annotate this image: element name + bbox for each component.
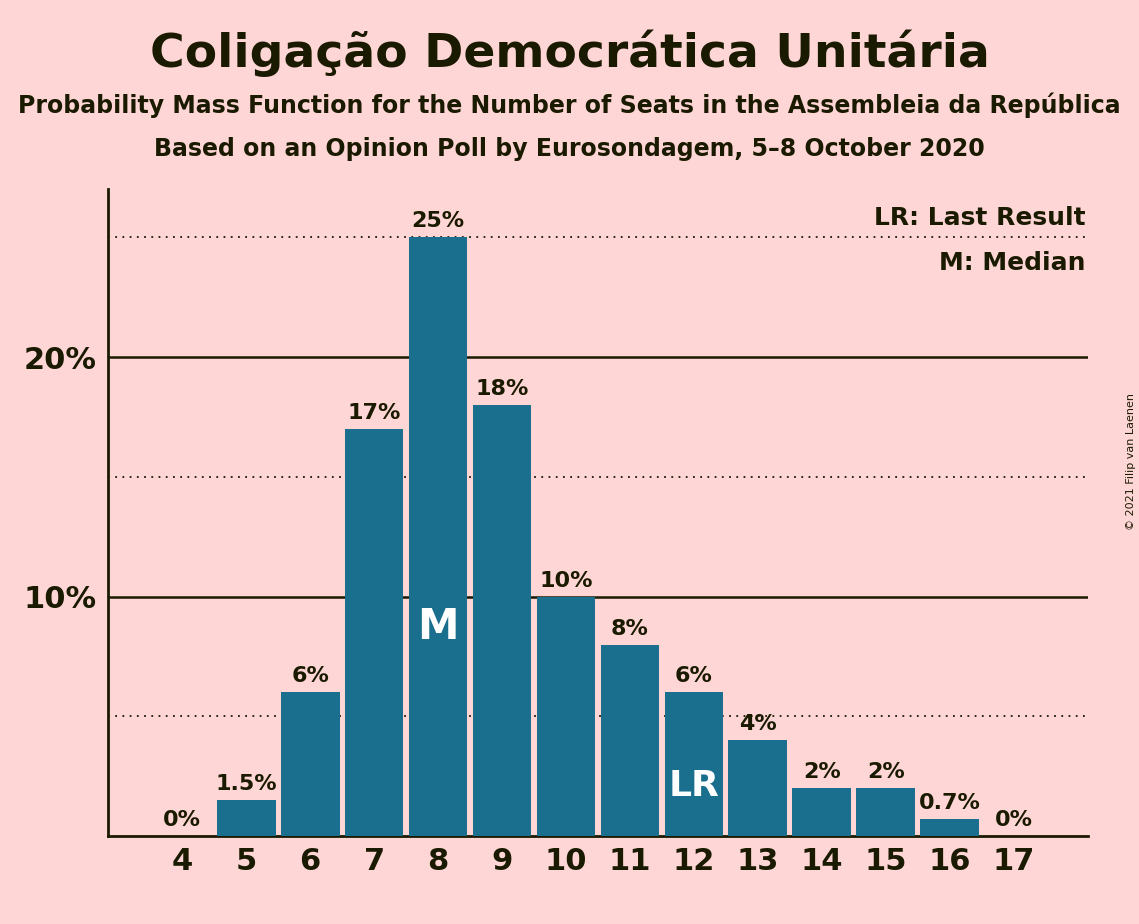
Bar [345,429,403,836]
Bar [793,788,851,836]
Bar [857,788,916,836]
Text: 6%: 6% [292,666,329,687]
Text: 1.5%: 1.5% [215,774,277,795]
Text: LR: LR [669,769,720,803]
Bar [536,597,596,836]
Text: M: M [417,605,459,648]
Bar [600,645,659,836]
Text: Coligação Democrática Unitária: Coligação Democrática Unitária [149,30,990,77]
Bar [473,405,532,836]
Text: © 2021 Filip van Laenen: © 2021 Filip van Laenen [1126,394,1136,530]
Bar [280,692,339,836]
Text: 2%: 2% [867,762,904,783]
Bar [409,237,467,836]
Text: 6%: 6% [675,666,713,687]
Bar [920,820,980,836]
Text: 25%: 25% [411,212,465,231]
Bar [664,692,723,836]
Text: M: Median: M: Median [940,250,1085,274]
Text: 0%: 0% [163,810,202,831]
Bar [729,740,787,836]
Text: Based on an Opinion Poll by Eurosondagem, 5–8 October 2020: Based on an Opinion Poll by Eurosondagem… [154,137,985,161]
Text: 8%: 8% [611,618,649,638]
Bar [216,800,276,836]
Text: 18%: 18% [475,379,528,399]
Text: 10%: 10% [539,571,592,590]
Text: 4%: 4% [739,714,777,735]
Text: 2%: 2% [803,762,841,783]
Text: Probability Mass Function for the Number of Seats in the Assembleia da República: Probability Mass Function for the Number… [18,92,1121,118]
Text: 0.7%: 0.7% [919,794,981,813]
Text: LR: Last Result: LR: Last Result [874,206,1085,229]
Text: 0%: 0% [994,810,1033,831]
Text: 17%: 17% [347,403,401,423]
